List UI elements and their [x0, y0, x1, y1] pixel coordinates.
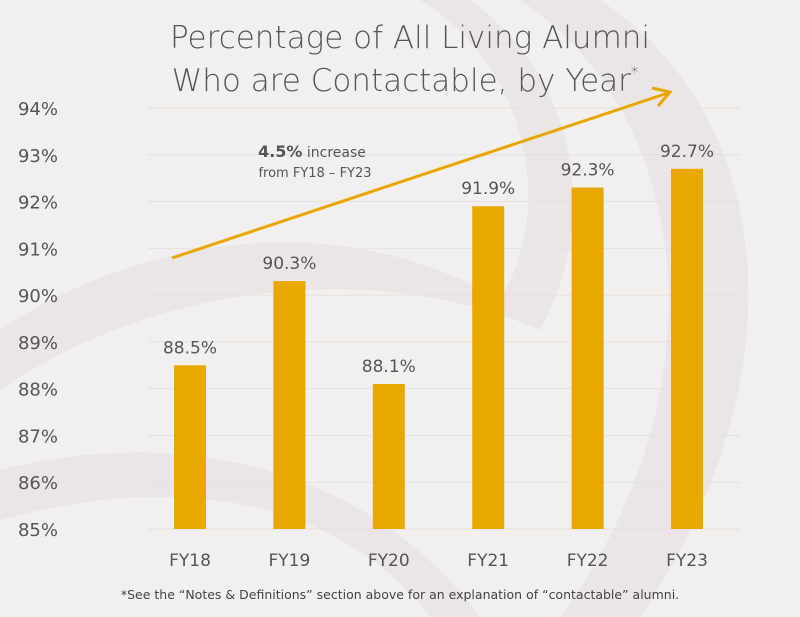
- chart-title-line-2-text: Who are Contactable, by Year: [172, 63, 632, 99]
- data-label: 92.7%: [660, 142, 714, 162]
- annotation-bold: 4.5%: [258, 142, 302, 161]
- y-tick-label: 91%: [18, 239, 58, 260]
- bar-fy23: [671, 168, 703, 530]
- y-tick-label: 90%: [18, 286, 58, 307]
- data-label: 91.9%: [461, 179, 515, 199]
- x-tick-label: FY19: [269, 551, 311, 571]
- chart-title-line-2: Who are Contactable, by Year*: [172, 63, 639, 99]
- annotation-line-2: from FY18 – FY23: [258, 166, 371, 181]
- bar-fy20: [372, 383, 405, 529]
- x-tick-label: FY21: [467, 551, 509, 571]
- data-label: 92.3%: [561, 161, 615, 181]
- footnote: *See the “Notes & Definitions” section a…: [121, 587, 679, 602]
- x-tick-label: FY23: [666, 551, 708, 571]
- chart-title-asterisk: *: [631, 63, 639, 81]
- bar-fy22: [571, 187, 604, 529]
- data-label: 88.1%: [362, 357, 416, 377]
- trend-arrow: [171, 86, 673, 260]
- y-tick-label: 87%: [18, 426, 58, 447]
- y-tick-label: 86%: [18, 473, 58, 494]
- x-tick-label: FY22: [567, 551, 609, 571]
- y-tick-label: 93%: [18, 146, 58, 167]
- bar-fy18: [174, 365, 206, 529]
- annotation-line-1: 4.5% increase: [258, 142, 366, 161]
- y-tick-label: 92%: [18, 193, 58, 214]
- data-label: 90.3%: [262, 254, 316, 274]
- y-tick-label: 94%: [18, 99, 58, 120]
- data-label: 88.5%: [163, 338, 217, 358]
- bar-fy19: [273, 281, 306, 529]
- bar-fy21: [472, 206, 505, 529]
- y-tick-label: 85%: [18, 520, 58, 541]
- x-tick-label: FY18: [169, 551, 211, 571]
- chart-title-line-1: Percentage of All Living Alumni: [170, 20, 650, 56]
- y-tick-label: 89%: [18, 333, 58, 354]
- y-tick-label: 88%: [18, 380, 58, 401]
- annotation-text: increase: [302, 145, 365, 161]
- x-tick-label: FY20: [368, 551, 410, 571]
